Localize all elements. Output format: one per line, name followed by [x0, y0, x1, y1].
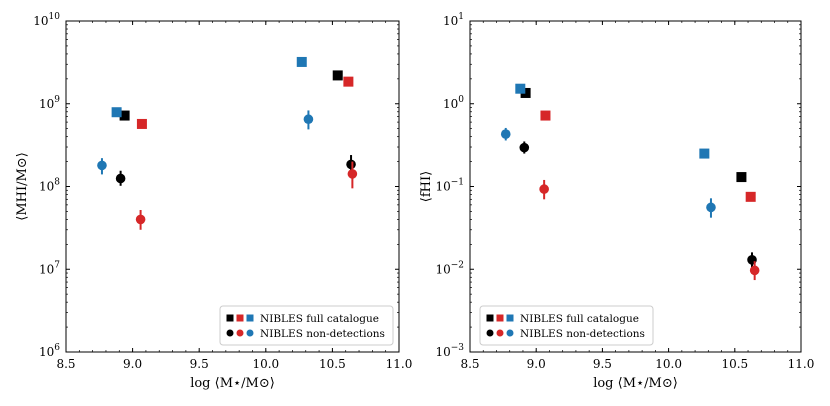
data-point-circle — [539, 184, 549, 194]
data-point-square — [343, 76, 354, 87]
legend-box — [479, 305, 654, 346]
legend: NIBLES full catalogue NIBLES non-detectio… — [479, 305, 654, 346]
x-tick-label: 9.0 — [527, 357, 546, 371]
y-tick-label: 101 — [443, 12, 464, 28]
data-point-square — [136, 118, 147, 129]
y-tick-label: 108 — [39, 178, 60, 194]
data-point-circle — [749, 265, 760, 276]
legend-marker-square — [486, 314, 494, 322]
x-tick-label: 11.0 — [386, 357, 413, 371]
data-point-square — [111, 107, 122, 118]
data-point-circle — [346, 159, 356, 170]
legend-marker-square — [236, 314, 244, 322]
data-point-square — [736, 172, 747, 183]
legend-label-non-detections: NIBLES non-detections — [520, 328, 645, 340]
data-point-square — [119, 110, 130, 121]
data-point-square — [540, 110, 551, 121]
legend-label-full-catalogue: NIBLES full catalogue — [260, 313, 379, 325]
data-point-circle — [115, 173, 126, 184]
plot-frame — [65, 20, 400, 353]
x-tick-label: 8.5 — [56, 357, 75, 371]
y-tick-label: 107 — [39, 260, 60, 276]
legend-marker-square — [496, 314, 504, 322]
x-tick-label: 10.5 — [721, 357, 748, 371]
legend-marker-circle — [496, 329, 504, 337]
plot-frame — [469, 20, 802, 353]
y-tick-label: 106 — [39, 343, 60, 359]
legend-marker-circle — [246, 329, 254, 337]
chart-panel-1: 8.5 9.0 9.5 10.0 10.5 11.0 106 107 108 109 1010 log… — [15, 12, 412, 391]
x-tick-label: 9.5 — [190, 357, 209, 371]
legend-label-non-detections: NIBLES non-detections — [260, 328, 385, 340]
x-tick-label: 10.0 — [252, 357, 279, 371]
data-point-circle — [519, 142, 530, 153]
y-axis-label: ⟨MHI/M⊙⟩ — [15, 152, 30, 221]
legend-marker-circle — [236, 329, 244, 337]
y-tick-label: 10−1 — [435, 178, 464, 194]
x-tick-label: 10.5 — [319, 357, 346, 371]
data-point-square — [745, 191, 756, 202]
chart-panel-2: 8.5 9.0 9.5 10.0 10.5 11.0 10−3 10−2 10−1 100 101 l… — [419, 12, 814, 391]
legend-marker-square — [226, 314, 234, 322]
legend-marker-circle — [486, 329, 494, 337]
data-point-circle — [347, 169, 358, 179]
data-point-square — [296, 56, 307, 67]
data-point-square — [515, 83, 526, 94]
x-tick-label: 8.5 — [460, 357, 479, 371]
data-point-square — [699, 148, 710, 159]
legend-marker-square — [246, 314, 254, 322]
legend-marker-square — [506, 314, 514, 322]
data-point-circle — [97, 160, 107, 171]
data-point-circle — [706, 202, 716, 213]
y-tick-label: 10−3 — [435, 343, 464, 359]
y-tick-label: 1010 — [33, 12, 60, 28]
data-point-circle — [135, 214, 146, 225]
x-tick-label: 9.5 — [593, 357, 612, 371]
x-tick-label: 11.0 — [788, 357, 815, 371]
data-point-square — [520, 87, 531, 98]
y-axis-label: ⟨fHI⟩ — [419, 171, 434, 202]
y-tick-label: 100 — [443, 95, 464, 111]
data-point-circle — [303, 114, 314, 125]
data-point-circle — [500, 129, 511, 139]
legend: NIBLES full catalogue NIBLES non-detectio… — [219, 305, 394, 346]
legend-marker-circle — [506, 329, 514, 337]
y-tick-label: 10−2 — [435, 260, 464, 276]
x-axis-label: log ⟨M⋆/M⊙⟩ — [190, 376, 275, 391]
legend-box — [219, 305, 394, 346]
x-tick-label: 9.0 — [123, 357, 142, 371]
x-axis-label: log ⟨M⋆/M⊙⟩ — [593, 376, 678, 391]
x-tick-label: 10.0 — [655, 357, 682, 371]
y-tick-label: 109 — [39, 95, 60, 111]
legend-marker-circle — [226, 329, 234, 337]
data-point-square — [332, 70, 343, 81]
legend-label-full-catalogue: NIBLES full catalogue — [520, 313, 639, 325]
